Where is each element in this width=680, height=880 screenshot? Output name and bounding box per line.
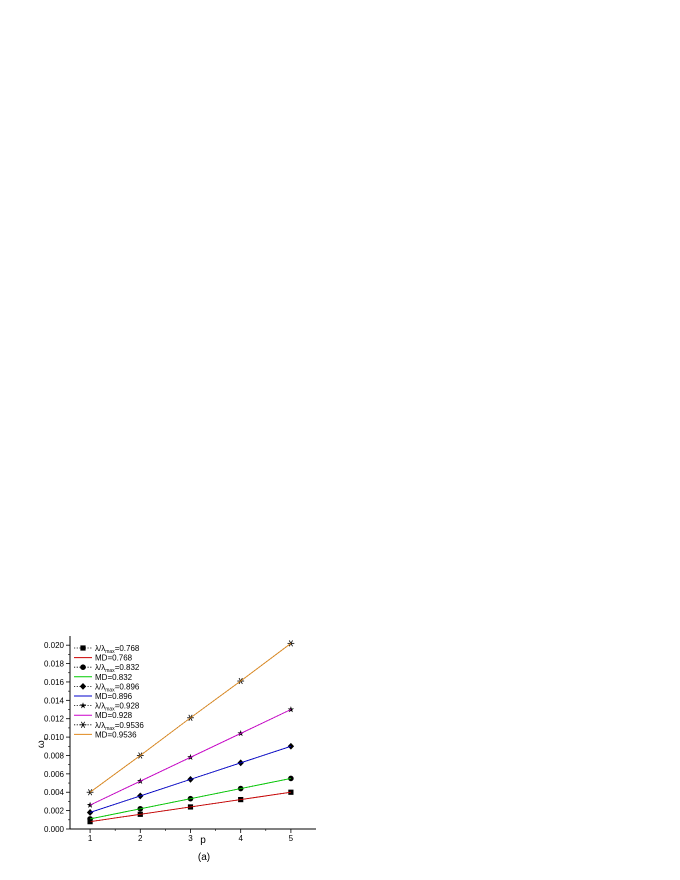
legend-label: λ/λmax=0.768 (95, 644, 140, 655)
legend-label: λ/λmax=0.9536 (95, 721, 144, 732)
series-line (89, 709, 292, 806)
legend-label-main: MD=0.832 (95, 673, 133, 682)
legend-label-main: MD=0.9536 (95, 730, 137, 739)
y-tick-label: 0.008 (44, 751, 65, 760)
x-tick-label: 3 (188, 834, 193, 843)
legend-marker (79, 721, 87, 728)
legend-item: MD=0.768 (74, 654, 133, 663)
y-tick-label: 0.020 (44, 641, 65, 650)
y-tick-label: 0.004 (44, 788, 65, 797)
legend-label-main: λ/λ (95, 721, 105, 730)
legend-marker (80, 645, 86, 651)
series-group (89, 709, 292, 806)
legend-item: λ/λmax=0.832 (74, 663, 140, 674)
legend-label-tail: =0.928 (115, 702, 140, 711)
legend-label: λ/λmax=0.928 (95, 702, 140, 713)
legend-label-sub: max (105, 649, 115, 655)
plot-series (86, 640, 295, 825)
series-group (89, 745, 292, 813)
y-tick-label: 0.006 (44, 770, 65, 779)
series-line (89, 642, 292, 793)
legend-marker-stroke (80, 721, 86, 728)
x-tick-label: 5 (289, 834, 294, 843)
legend-label-main: MD=0.896 (95, 692, 133, 701)
y-tick-label: 0.012 (44, 715, 65, 724)
legend-label: λ/λmax=0.896 (95, 682, 140, 693)
x-tick-label: 2 (138, 834, 143, 843)
y-axis-title: ωx (36, 737, 49, 748)
legend-label-main: MD=0.768 (95, 654, 133, 663)
legend-label: MD=0.768 (95, 654, 133, 663)
figure-caption: (a) (198, 852, 210, 863)
x-axis-title: p (200, 835, 206, 846)
y-tick-label: 0.018 (44, 660, 65, 669)
legend-label: MD=0.832 (95, 673, 133, 682)
legend-marker (79, 683, 87, 690)
legend-label: λ/λmax=0.832 (95, 663, 140, 674)
legend-label-tail: =0.9536 (115, 721, 145, 730)
legend-label-main: λ/λ (95, 644, 105, 653)
legend-item: λ/λmax=0.896 (74, 682, 140, 693)
legend-marker (80, 664, 86, 670)
legend-item: λ/λmax=0.768 (74, 644, 140, 655)
y-tick-label: 0.002 (44, 807, 65, 816)
legend-label-sub: max (105, 687, 115, 693)
series-group (89, 642, 292, 793)
legend-item: MD=0.896 (74, 692, 133, 701)
legend-item: MD=0.9536 (74, 730, 137, 739)
legend-label-main: MD=0.928 (95, 711, 133, 720)
y-axis-title-sub: x (43, 737, 49, 740)
legend-item: MD=0.832 (74, 673, 133, 682)
y-tick-label: 0.014 (44, 696, 65, 705)
series-group (89, 778, 291, 820)
legend-label-tail: =0.896 (115, 682, 140, 691)
legend-label: MD=0.9536 (95, 730, 137, 739)
legend-label-sub: max (105, 668, 115, 674)
legend-item: MD=0.928 (74, 711, 133, 720)
legend: λ/λmax=0.768MD=0.768λ/λmax=0.832MD=0.832… (74, 644, 144, 739)
y-tick-label: 0.000 (44, 825, 65, 834)
y-tick-label: 0.016 (44, 678, 65, 687)
legend-label-main: λ/λ (95, 682, 105, 691)
series-group (90, 791, 291, 823)
legend-marker (79, 702, 87, 709)
series-line (90, 791, 291, 823)
x-tick-label: 1 (88, 834, 93, 843)
legend-item: λ/λmax=0.928 (74, 702, 140, 713)
axes: 1 2 3 4 5 0.000 0.002 0.004 0.006 0.008 0.010 0.012… (44, 636, 316, 843)
series-line (89, 778, 291, 820)
y-tick-label: 0.010 (44, 733, 65, 742)
x-tick-label: 4 (238, 834, 243, 843)
legend-label: MD=0.896 (95, 692, 133, 701)
data-point (287, 706, 295, 713)
legend-item: λ/λmax=0.9536 (74, 721, 144, 732)
legend-label-main: λ/λ (95, 663, 105, 672)
series-line (89, 745, 292, 813)
legend-label: MD=0.928 (95, 711, 133, 720)
legend-label-main: λ/λ (95, 702, 105, 711)
legend-label-tail: =0.832 (115, 663, 140, 672)
legend-label-sub: max (105, 707, 115, 713)
y-axis-title-main: ω (36, 740, 47, 748)
legend-label-tail: =0.768 (115, 644, 140, 653)
legend-label-sub: max (105, 726, 115, 732)
